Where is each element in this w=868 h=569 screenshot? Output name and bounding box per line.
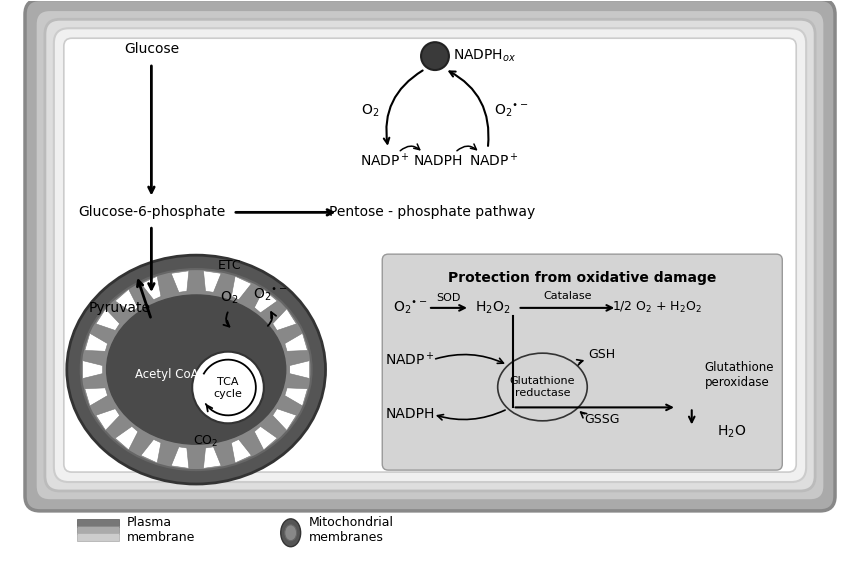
Polygon shape bbox=[203, 447, 221, 468]
Ellipse shape bbox=[107, 295, 286, 444]
Text: Mitochondrial
membranes: Mitochondrial membranes bbox=[309, 516, 393, 544]
Text: TCA: TCA bbox=[217, 377, 239, 386]
Ellipse shape bbox=[67, 255, 326, 484]
Text: Acetyl CoA: Acetyl CoA bbox=[135, 368, 198, 381]
Text: NADPH: NADPH bbox=[385, 407, 435, 422]
Text: O$_2$: O$_2$ bbox=[361, 102, 379, 119]
Text: Pyruvate: Pyruvate bbox=[89, 301, 150, 315]
Polygon shape bbox=[115, 426, 138, 450]
Text: H$_2$O$_2$: H$_2$O$_2$ bbox=[475, 300, 510, 316]
FancyBboxPatch shape bbox=[54, 28, 806, 482]
Circle shape bbox=[421, 42, 449, 70]
Polygon shape bbox=[285, 388, 307, 406]
Text: NADP$^+$: NADP$^+$ bbox=[469, 152, 519, 169]
FancyBboxPatch shape bbox=[64, 38, 796, 472]
FancyBboxPatch shape bbox=[35, 9, 825, 501]
Bar bbox=[76, 526, 119, 534]
Text: Protection from oxidative damage: Protection from oxidative damage bbox=[448, 271, 716, 285]
Polygon shape bbox=[82, 361, 102, 378]
Text: NADP$^+$: NADP$^+$ bbox=[360, 152, 411, 169]
FancyBboxPatch shape bbox=[25, 0, 835, 511]
Circle shape bbox=[192, 352, 264, 423]
Text: NADPH: NADPH bbox=[413, 154, 463, 168]
Text: Glucose-6-phosphate: Glucose-6-phosphate bbox=[78, 205, 225, 220]
Text: Glutathione
peroxidase: Glutathione peroxidase bbox=[705, 361, 774, 389]
Polygon shape bbox=[85, 388, 108, 406]
Polygon shape bbox=[285, 333, 307, 351]
Ellipse shape bbox=[81, 269, 312, 470]
Text: H$_2$O: H$_2$O bbox=[717, 424, 746, 440]
Polygon shape bbox=[95, 309, 120, 331]
Bar bbox=[76, 533, 119, 541]
Polygon shape bbox=[232, 276, 252, 300]
Polygon shape bbox=[273, 309, 297, 331]
Text: GSH: GSH bbox=[589, 348, 615, 361]
Text: ETC: ETC bbox=[218, 258, 241, 271]
Text: O$_2$$^{\bullet-}$: O$_2$$^{\bullet-}$ bbox=[392, 299, 428, 316]
Text: cycle: cycle bbox=[214, 389, 242, 399]
Polygon shape bbox=[85, 333, 108, 351]
Text: O$_2$: O$_2$ bbox=[220, 290, 238, 306]
Text: Pentose - phosphate pathway: Pentose - phosphate pathway bbox=[329, 205, 536, 220]
Text: Glucose: Glucose bbox=[124, 42, 179, 56]
Ellipse shape bbox=[285, 525, 297, 541]
Polygon shape bbox=[203, 271, 221, 292]
Ellipse shape bbox=[497, 353, 588, 421]
Polygon shape bbox=[254, 426, 277, 450]
Polygon shape bbox=[171, 447, 189, 468]
Text: Plasma
membrane: Plasma membrane bbox=[127, 516, 195, 544]
Polygon shape bbox=[254, 289, 277, 313]
FancyBboxPatch shape bbox=[382, 254, 782, 470]
Text: O$_2$$^{\bullet-}$: O$_2$$^{\bullet-}$ bbox=[253, 287, 288, 303]
Text: GSSG: GSSG bbox=[584, 413, 620, 426]
Polygon shape bbox=[171, 271, 189, 292]
Polygon shape bbox=[115, 289, 138, 313]
Ellipse shape bbox=[280, 519, 300, 547]
Polygon shape bbox=[232, 439, 252, 463]
Bar bbox=[76, 519, 119, 527]
Polygon shape bbox=[141, 276, 161, 300]
Polygon shape bbox=[290, 361, 310, 378]
Polygon shape bbox=[273, 409, 297, 430]
Text: NADP$^+$: NADP$^+$ bbox=[385, 351, 435, 368]
Text: O$_2$$^{\bullet-}$: O$_2$$^{\bullet-}$ bbox=[494, 102, 529, 119]
Text: SOD: SOD bbox=[437, 293, 461, 303]
Text: NADPH$_{ox}$: NADPH$_{ox}$ bbox=[453, 48, 516, 64]
FancyBboxPatch shape bbox=[45, 19, 815, 491]
Text: 1/2 O$_2$ + H$_2$O$_2$: 1/2 O$_2$ + H$_2$O$_2$ bbox=[612, 300, 702, 315]
Text: CO$_2$: CO$_2$ bbox=[194, 434, 219, 449]
Text: Glutathione
reductase: Glutathione reductase bbox=[510, 376, 575, 398]
Text: Catalase: Catalase bbox=[543, 291, 592, 301]
Polygon shape bbox=[95, 409, 120, 430]
Polygon shape bbox=[141, 439, 161, 463]
